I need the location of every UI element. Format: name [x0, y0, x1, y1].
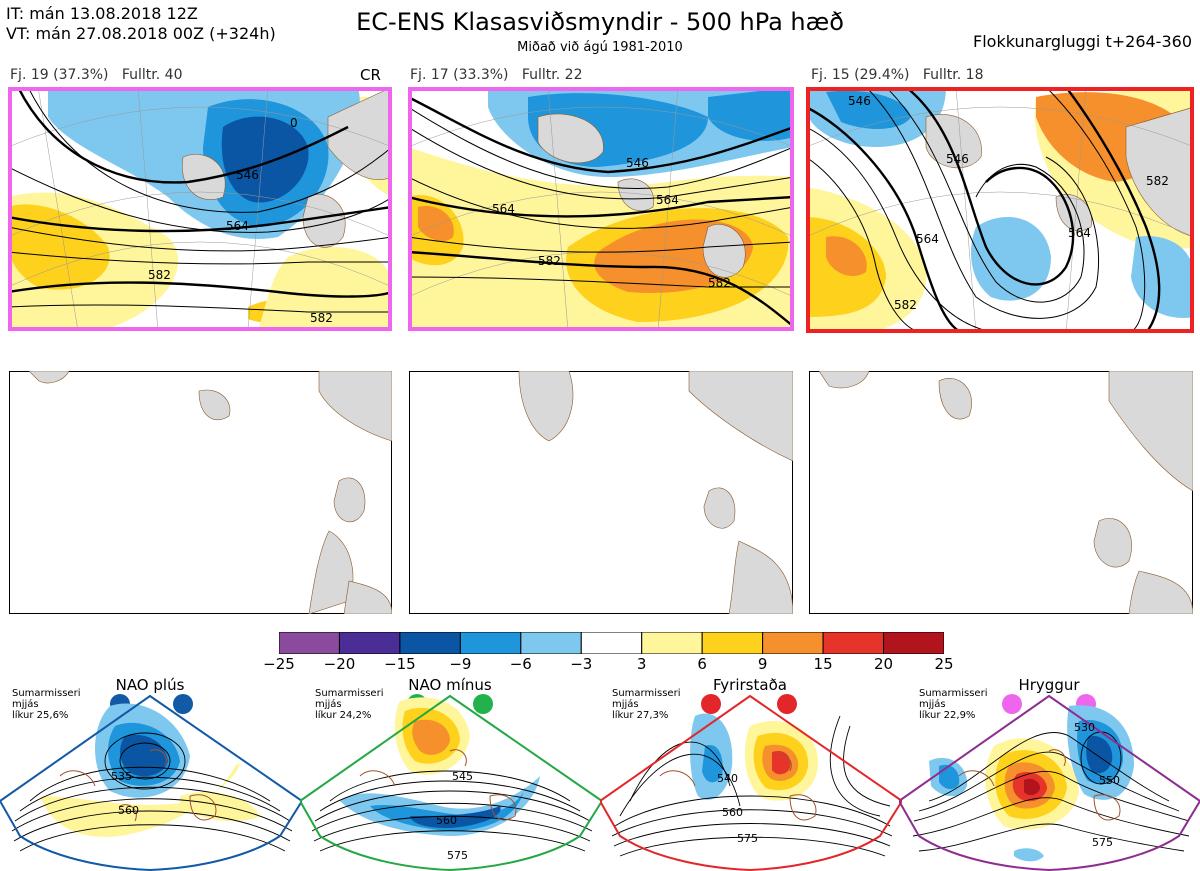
cluster-3-contour-546b: 546 — [946, 152, 969, 166]
header-info: IT: mán 13.08.2018 12Z VT: mán 27.08.201… — [6, 4, 276, 44]
colorbar-tick-label: −25 — [263, 655, 295, 673]
colorbar-tick-label: −6 — [509, 655, 532, 673]
colorbar-segment — [580, 632, 643, 654]
colorbar-segment — [338, 632, 401, 654]
cluster-1-contour-564: 564 — [226, 219, 249, 233]
cluster-2-contour-564a: 564 — [492, 202, 515, 216]
page-subtitle: Miðað við ágú 1981-2010 — [517, 40, 683, 55]
regime-fyrirstada-dot-1 — [701, 694, 721, 714]
cluster-1-label: Fj. 19 (37.3%) Fulltr. 40 — [10, 67, 183, 83]
colorbar-segment — [762, 632, 824, 654]
regime-nao-plus-dot-2 — [173, 694, 193, 714]
regime-hryggur-dot-1 — [1002, 694, 1022, 714]
regime-nao-plus-note: Sumarmisseri mjjás líkur 25,6% — [12, 688, 81, 721]
cluster-1-frame — [8, 87, 392, 331]
colorbar-segment — [641, 632, 703, 654]
colorbar-segment — [701, 632, 764, 654]
colorbar-segment — [520, 632, 582, 654]
regime-fyrirstada-contour-560: 560 — [722, 806, 743, 819]
regime-nao-minus-dot-2 — [473, 694, 493, 714]
empty-map-3 — [809, 371, 1193, 614]
regime-nao-plus-contour-535: 535 — [111, 770, 132, 783]
regime-nao-minus-contour-575: 575 — [447, 849, 468, 862]
colorbar-tick-label: 3 — [636, 655, 647, 673]
colorbar-segment — [459, 632, 522, 654]
valid-time: VT: mán 27.08.2018 00Z (+324h) — [6, 24, 276, 43]
colorbar-tick-label: −3 — [570, 655, 593, 673]
regime-nao-plus-contour-560: 560 — [118, 804, 139, 817]
colorbar-tick-label: −9 — [449, 655, 472, 673]
cluster-2-contour-582a: 582 — [538, 254, 561, 268]
regime-nao-minus-title: NAO mínus — [408, 676, 492, 694]
regime-hryggur: Hryggur Sumarmisseri mjjás líkur 22,9% 530… — [899, 676, 1200, 871]
cluster-3-contour-582b: 582 — [1146, 174, 1169, 188]
colorbar-tick-label: 15 — [813, 655, 833, 673]
empty-map-1 — [9, 371, 392, 614]
cluster-2-frame — [408, 87, 794, 331]
cluster-3-contour-546a: 546 — [848, 94, 871, 108]
cluster-1-contour-582a: 582 — [148, 268, 171, 282]
cluster-3-contour-582a: 582 — [894, 298, 917, 312]
regime-hryggur-note: Sumarmisseri mjjás líkur 22,9% — [919, 688, 988, 721]
cluster-3-contour-564a: 564 — [916, 232, 939, 246]
colorbar-segment — [399, 632, 461, 654]
regime-hryggur-contour-575: 575 — [1092, 836, 1113, 849]
regime-fyrirstada-contour-575: 575 — [737, 832, 758, 845]
regime-nao-minus-contour-560: 560 — [436, 814, 457, 827]
regime-fyrirstada-title: Fyrirstaða — [713, 676, 787, 694]
colorbar-tick-label: 9 — [757, 655, 768, 673]
page-title: EC-ENS Klasasviðsmyndir - 500 hPa hæð — [356, 8, 844, 36]
regime-hryggur-title: Hryggur — [1018, 676, 1080, 694]
cluster-2-contour-582b: 582 — [708, 276, 731, 290]
cluster-2-contour-564b: 564 — [656, 193, 679, 207]
colorbar-tick-label: −15 — [384, 655, 416, 673]
cluster-1-contour-0: 0 — [290, 116, 298, 130]
regime-nao-minus-note: Sumarmisseri mjjás líkur 24,2% — [315, 688, 384, 721]
colorbar-tick-labels: −25 −20 −15 −9 −6 −3 3 6 9 15 20 25 — [0, 655, 1200, 675]
cluster-1-tag: CR — [360, 66, 381, 84]
cluster-2-label: Fj. 17 (33.3%) Fulltr. 22 — [410, 67, 583, 83]
initial-time: IT: mán 13.08.2018 12Z — [6, 4, 198, 23]
regime-hryggur-contour-550: 550 — [1099, 774, 1120, 787]
cluster-3-contour-564b: 564 — [1068, 226, 1091, 240]
empty-map-2 — [409, 371, 793, 614]
colorbar-tick-label: −20 — [323, 655, 356, 673]
cluster-1-contour-546: 546 — [236, 168, 259, 182]
regime-nao-minus-contour-545: 545 — [452, 770, 473, 783]
regime-hryggur-contour-530: 530 — [1074, 721, 1095, 734]
regime-fyrirstada-contour-540: 540 — [717, 772, 738, 785]
colorbar — [279, 632, 944, 654]
colorbar-tick-label: 6 — [697, 655, 707, 673]
cluster-3-label: Fj. 15 (29.4%) Fulltr. 18 — [811, 67, 984, 83]
cluster-3-frame — [806, 87, 1194, 333]
regime-nao-plus: NAO plús Sumarmisseri mjjás líkur 25,6% 53… — [0, 676, 302, 871]
cluster-2-contour-546: 546 — [626, 156, 649, 170]
cluster-1-contour-582b: 582 — [310, 311, 333, 325]
colorbar-tick-label: 20 — [873, 655, 894, 673]
regime-nao-minus: NAO mínus Sumarmisseri mjjás líkur 24,2% 5… — [300, 676, 602, 871]
colorbar-segment — [822, 632, 885, 654]
colorbar-segment — [883, 632, 944, 654]
cluster-2-map: 546 564 564 582 582 — [408, 87, 794, 331]
regime-fyrirstada-dot-2 — [777, 694, 797, 714]
colorbar-tick-label: 25 — [934, 655, 954, 673]
cluster-window: Flokkunargluggi t+264-360 — [973, 32, 1192, 51]
regime-nao-plus-title: NAO plús — [115, 676, 185, 694]
cluster-3-map: 546 546 564 564 582 582 — [806, 87, 1194, 333]
regime-fyrirstada: Fyrirstaða Sumarmisseri mjjás líkur 27,3% … — [600, 676, 902, 871]
colorbar-segment — [279, 632, 340, 654]
cluster-1-map: 546 564 582 582 0 — [8, 87, 392, 331]
regime-fyrirstada-note: Sumarmisseri mjjás líkur 27,3% — [612, 688, 681, 721]
